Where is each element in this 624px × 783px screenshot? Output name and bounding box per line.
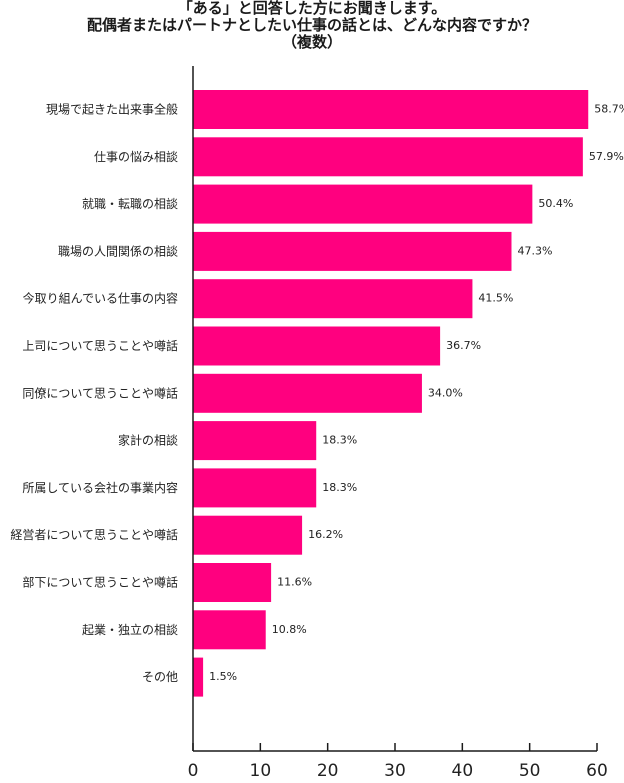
data-label: 18.3% (322, 481, 357, 494)
bar (193, 563, 272, 602)
bar (193, 421, 317, 461)
category-label: その他 (142, 670, 178, 684)
data-label: 16.2% (308, 528, 343, 541)
chart-title: 「ある」と回答した方にお聞きします。 配偶者またはパートナとしたい仕事の話とは、… (0, 0, 624, 51)
data-label: 57.9% (589, 150, 624, 163)
x-tick-label: 10 (250, 761, 272, 781)
category-label: 現場で起きた出来事全般 (46, 102, 178, 117)
bar (193, 373, 422, 413)
x-tick-label: 60 (586, 761, 608, 781)
bar (193, 610, 266, 650)
x-tick-label: 30 (384, 761, 406, 781)
category-label: 上司について思うことや噂話 (22, 338, 178, 353)
data-label: 10.8% (272, 623, 307, 636)
title-line-3: （複数） (281, 33, 342, 51)
data-label: 11.6% (277, 576, 312, 589)
category-label: 家計の相談 (118, 433, 178, 448)
x-tick-label: 20 (317, 761, 339, 781)
bar (193, 231, 512, 271)
data-label: 47.3% (517, 244, 552, 257)
bar (193, 279, 473, 319)
category-label: 経営者について思うことや噂話 (10, 527, 178, 542)
bar (193, 184, 533, 224)
bar (193, 515, 303, 555)
category-label: 起業・独立の相談 (82, 622, 178, 637)
bar (193, 90, 589, 129)
category-label: 今取り組んでいる仕事の内容 (23, 291, 178, 306)
data-label: 1.5% (209, 670, 237, 683)
category-label: 所属している会社の事業内容 (22, 480, 178, 495)
title-line-2: 配偶者またはパートナとしたい仕事の話とは、どんな内容ですか？ (86, 16, 537, 34)
category-label: 職場の人間関係の相談 (58, 243, 178, 258)
x-tick-label: 50 (519, 761, 541, 781)
bar (193, 657, 204, 697)
bar (193, 137, 583, 177)
category-label: 就職・転職の相談 (82, 196, 178, 211)
x-tick-label: 40 (452, 761, 474, 781)
data-label: 18.3% (322, 434, 357, 447)
category-label: 部下について思うことや噂話 (22, 575, 178, 590)
data-label: 36.7% (446, 339, 481, 352)
bar (193, 468, 317, 508)
x-tick-label: 0 (188, 761, 199, 781)
bar (193, 326, 441, 366)
data-label: 50.4% (538, 197, 573, 210)
data-label: 34.0% (428, 386, 463, 399)
data-label: 41.5% (478, 292, 513, 305)
category-label: 仕事の悩み相談 (94, 149, 178, 164)
category-label: 同僚について思うことや噂話 (22, 385, 178, 400)
title-line-1: 「ある」と回答した方にお聞きします。 (177, 0, 447, 17)
data-label: 58.7% (594, 103, 624, 116)
